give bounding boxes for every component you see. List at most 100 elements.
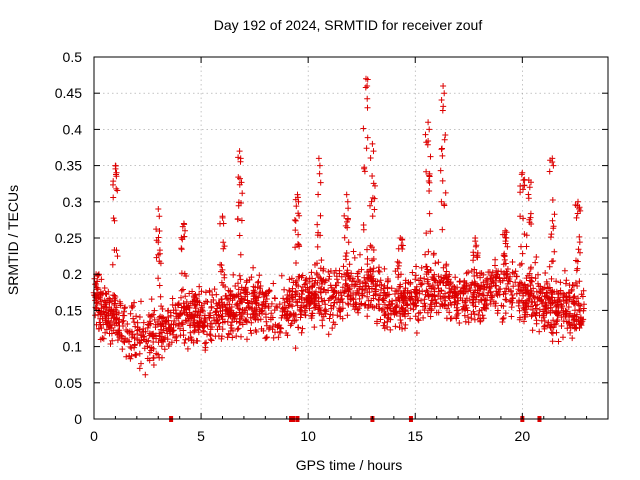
data-point <box>306 300 313 307</box>
data-point <box>208 304 215 311</box>
data-point <box>110 194 117 201</box>
data-point <box>499 316 506 322</box>
data-point <box>496 286 502 293</box>
data-point <box>427 313 434 320</box>
data-point <box>425 293 432 300</box>
data-point <box>236 272 243 279</box>
data-point <box>283 330 290 336</box>
data-point <box>233 301 240 308</box>
data-point <box>165 307 172 314</box>
data-point <box>557 287 564 294</box>
data-point <box>541 306 548 313</box>
data-point <box>455 297 462 304</box>
data-point <box>508 304 515 311</box>
data-point <box>427 228 434 235</box>
x-tick-label: 0 <box>90 428 98 444</box>
data-point <box>204 331 210 338</box>
data-point <box>345 216 351 223</box>
data-point <box>533 309 540 316</box>
data-point <box>426 210 433 217</box>
data-point <box>518 280 525 287</box>
data-point <box>509 295 516 302</box>
data-point <box>219 266 226 273</box>
data-point <box>385 277 392 284</box>
data-point <box>145 322 152 329</box>
data-point <box>211 286 218 293</box>
data-point <box>221 243 228 250</box>
data-point <box>219 302 226 309</box>
data-point <box>393 288 400 295</box>
data-point <box>368 244 375 251</box>
data-point <box>488 294 495 301</box>
data-point <box>300 303 307 309</box>
data-point <box>434 282 441 289</box>
data-point <box>413 330 420 336</box>
data-point <box>452 274 459 281</box>
data-point <box>571 293 578 300</box>
data-point <box>563 300 570 307</box>
data-point <box>368 285 375 292</box>
data-point <box>447 280 454 287</box>
data-point <box>265 289 272 295</box>
data-point <box>361 274 368 281</box>
data-point <box>354 270 361 277</box>
chart-title: Day 192 of 2024, SRMTID for receiver zou… <box>214 17 483 33</box>
data-point <box>457 278 464 285</box>
data-point <box>183 298 190 305</box>
data-point <box>244 297 251 304</box>
data-point <box>360 222 367 228</box>
data-point <box>381 282 388 289</box>
data-point <box>345 239 352 246</box>
data-point <box>415 310 422 317</box>
data-point <box>564 308 570 315</box>
data-point <box>247 314 254 321</box>
data-point <box>334 299 340 306</box>
data-point <box>292 217 299 224</box>
data-point <box>278 325 284 332</box>
data-point <box>182 336 189 343</box>
data-point <box>262 311 269 318</box>
data-point <box>218 333 225 340</box>
data-point <box>386 305 393 312</box>
data-point <box>578 319 585 326</box>
data-point <box>345 301 352 308</box>
data-point <box>535 271 541 278</box>
data-point <box>137 339 144 346</box>
data-point <box>546 295 553 302</box>
data-point <box>439 177 446 184</box>
data-point <box>412 272 419 279</box>
data-point <box>142 371 149 378</box>
data-point <box>489 269 496 276</box>
data-point <box>181 303 188 310</box>
data-point <box>137 332 144 339</box>
data-point <box>522 282 528 289</box>
data-point <box>295 283 302 290</box>
data-point <box>397 313 404 319</box>
data-point <box>226 301 233 308</box>
data-point <box>389 300 396 307</box>
data-point <box>478 307 485 313</box>
data-point <box>220 220 227 227</box>
data-point <box>303 302 310 309</box>
data-point <box>441 136 448 143</box>
data-point <box>179 319 185 326</box>
data-point <box>235 154 242 161</box>
data-point <box>340 263 347 270</box>
data-point <box>218 279 225 286</box>
data-point <box>327 268 334 274</box>
data-point <box>190 339 197 346</box>
data-point <box>111 292 118 299</box>
data-point <box>238 217 245 224</box>
data-point <box>290 279 297 286</box>
data-point <box>513 290 520 297</box>
data-point <box>122 304 128 311</box>
data-point <box>319 281 325 287</box>
data-point <box>236 309 243 316</box>
data-point <box>565 304 572 310</box>
data-point <box>435 309 442 316</box>
data-point <box>488 280 495 287</box>
data-point <box>157 313 164 320</box>
data-point <box>576 206 583 212</box>
data-point <box>186 322 193 329</box>
